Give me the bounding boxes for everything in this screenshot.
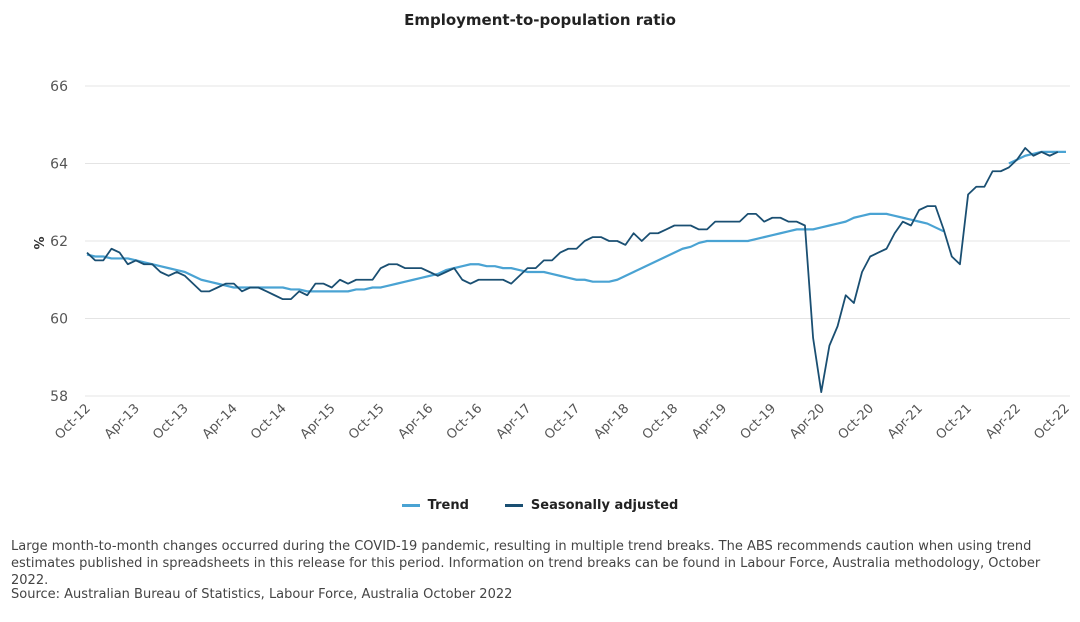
series-line-seasonally-adjusted (86, 147, 1059, 394)
x-tick-label: Oct-22 (1031, 401, 1073, 443)
x-tick-label: Oct-13 (150, 401, 192, 443)
legend: Trend Seasonally adjusted (0, 498, 1080, 513)
x-tick-label: Apr-21 (885, 401, 926, 442)
x-tick-label: Oct-17 (542, 401, 584, 443)
x-tick-label: Oct-12 (52, 401, 94, 443)
x-tick-label: Apr-13 (102, 401, 143, 442)
x-tick-label: Oct-14 (248, 401, 290, 443)
legend-swatch-seasonally-adjusted (504, 504, 523, 507)
x-axis-ticks: Oct-12 Apr-13 Oct-13 Apr-14 Oct-14 Apr-15 Oct-… (52, 401, 1073, 443)
x-tick-label: Oct-19 (738, 401, 780, 443)
y-tick-label: 58 (50, 389, 68, 405)
chart-title: Employment-to-population ratio (404, 11, 676, 29)
chart-source: Source: Australian Bureau of Statistics,… (11, 587, 513, 602)
x-tick-label: Apr-22 (983, 401, 1024, 442)
x-tick-label: Apr-16 (396, 401, 437, 442)
series-layer (86, 147, 1066, 394)
x-tick-label: Oct-16 (444, 401, 486, 443)
x-tick-label: Oct-15 (346, 401, 388, 443)
x-tick-label: Apr-17 (493, 401, 534, 442)
legend-item-trend[interactable]: Trend (401, 498, 469, 513)
chart-footnote: Large month-to-month changes occurred du… (11, 539, 1041, 588)
x-tick-label: Apr-15 (298, 401, 339, 442)
legend-label-trend: Trend (427, 498, 469, 513)
y-tick-label: 60 (50, 312, 68, 328)
x-tick-label: Apr-19 (689, 401, 730, 442)
legend-item-seasonally-adjusted[interactable]: Seasonally adjusted (504, 498, 679, 513)
x-tick-label: Apr-18 (591, 401, 632, 442)
x-tick-label: Oct-20 (836, 401, 878, 443)
grid-layer (85, 85, 1070, 397)
y-tick-label: 64 (50, 157, 68, 173)
x-tick-label: Apr-20 (787, 401, 828, 442)
legend-swatch-trend (401, 504, 420, 507)
y-tick-label: 66 (50, 79, 68, 95)
series-line-trend (86, 212, 945, 293)
y-tick-label: 62 (50, 234, 68, 250)
x-tick-label: Apr-14 (200, 401, 241, 442)
y-axis-ticks: 58 60 62 64 66 (50, 79, 68, 405)
y-axis-label: % (30, 236, 45, 249)
legend-label-seasonally-adjusted: Seasonally adjusted (530, 498, 679, 513)
x-tick-label: Oct-21 (933, 401, 975, 443)
x-tick-label: Oct-18 (640, 401, 682, 443)
